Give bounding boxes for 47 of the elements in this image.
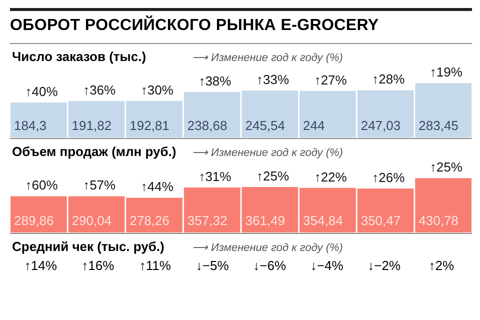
data-label: 191,82 xyxy=(72,118,112,133)
text: Средний чек (тыс. руб.) xyxy=(12,239,166,254)
annotation: ↑22% xyxy=(314,169,348,184)
annotation: ↑28% xyxy=(372,72,406,87)
chart-title: Объем продаж (млн руб.) xyxy=(12,144,178,159)
data-label: 283,45 xyxy=(418,118,458,133)
text: ↑19% xyxy=(430,64,463,80)
data-label: 245,54 xyxy=(245,118,285,133)
annotation: ↑25% xyxy=(256,168,290,184)
text: ↑14% xyxy=(23,258,58,273)
text: ↑11% xyxy=(138,258,172,273)
chart-subtitle: ⟶ Изменение год к году (%) xyxy=(192,51,343,64)
data-label: 354,84 xyxy=(303,213,343,228)
text: ↑16% xyxy=(80,258,116,273)
annotation: ↑30% xyxy=(140,82,174,98)
text: ↓−4% xyxy=(309,258,344,273)
data-label: 244 xyxy=(303,118,325,133)
annotation: ↑57% xyxy=(83,178,116,193)
annotation: ↑26% xyxy=(372,170,406,185)
data-label: 290,04 xyxy=(72,213,112,228)
data-label: 238,68 xyxy=(187,118,228,133)
annotation: ↑38% xyxy=(198,73,232,88)
annotation: ↑40% xyxy=(25,84,58,99)
chart-title: Число заказов (тыс.) xyxy=(12,49,148,64)
annotation: ↑27% xyxy=(314,72,348,88)
text: ⟶ Изменение год к году (%) xyxy=(192,241,343,254)
chart-subtitle: ⟶ Изменение год к году (%) xyxy=(192,146,343,159)
data-label: 357,32 xyxy=(187,213,228,228)
annotation: ↑44% xyxy=(140,179,174,194)
data-label: 184,3 xyxy=(14,118,47,133)
annotation: ↑36% xyxy=(83,82,116,98)
annotation: ↑60% xyxy=(25,178,58,193)
text: ОБОРОТ РОССИЙСКОГО РЫНКА E-GROCERY xyxy=(10,17,380,35)
data-label: 192,81 xyxy=(130,118,170,133)
text: ↓−6% xyxy=(252,258,288,273)
text: ↑25% xyxy=(430,160,463,175)
annotation: ↑33% xyxy=(256,72,290,88)
annotation: ↑31% xyxy=(198,169,232,184)
text: ↑2% xyxy=(428,258,456,273)
text: ↓−2% xyxy=(366,258,402,273)
data-label: 350,47 xyxy=(360,213,401,228)
data-label: 430,78 xyxy=(418,213,458,228)
data-label: 361,49 xyxy=(245,213,285,228)
text: ↓−5% xyxy=(194,258,230,273)
data-label: 289,86 xyxy=(14,213,54,228)
data-label: 247,03 xyxy=(360,118,401,133)
data-label: 278,26 xyxy=(130,213,170,228)
